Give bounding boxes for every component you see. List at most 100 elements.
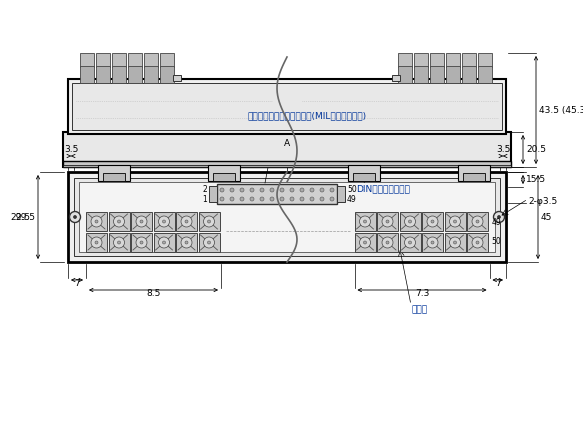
Bar (79, 182, 495, 252)
Circle shape (290, 197, 294, 201)
Circle shape (270, 188, 274, 192)
Bar (108, 233, 129, 252)
Circle shape (208, 241, 210, 244)
Text: 20.5: 20.5 (526, 145, 546, 154)
Bar (153, 233, 174, 252)
Bar (444, 233, 465, 252)
Circle shape (280, 188, 284, 192)
Circle shape (260, 197, 264, 201)
Circle shape (230, 197, 234, 201)
Bar (414, 66, 428, 83)
Circle shape (427, 237, 438, 248)
Bar (176, 212, 197, 231)
Bar (72, 83, 502, 130)
Circle shape (320, 188, 324, 192)
Circle shape (300, 197, 304, 201)
Bar (478, 53, 492, 66)
Circle shape (409, 220, 412, 223)
Text: 49: 49 (347, 195, 357, 205)
Bar (209, 186, 217, 202)
Bar (399, 212, 420, 231)
Bar (462, 53, 476, 66)
Bar (213, 173, 235, 181)
Circle shape (240, 188, 244, 192)
Text: 49: 49 (491, 218, 501, 227)
Bar (337, 186, 345, 202)
Circle shape (185, 220, 188, 223)
Text: 7: 7 (495, 279, 501, 288)
Text: 7.3: 7.3 (415, 289, 429, 298)
Circle shape (330, 197, 334, 201)
Bar (98, 165, 130, 181)
Circle shape (91, 216, 102, 227)
Circle shape (260, 188, 264, 192)
Bar (160, 53, 174, 66)
Circle shape (449, 237, 461, 248)
Circle shape (159, 216, 170, 227)
Circle shape (95, 220, 98, 223)
Circle shape (91, 237, 102, 248)
Bar (144, 66, 158, 83)
Bar (112, 66, 126, 83)
Circle shape (163, 220, 166, 223)
Bar (128, 53, 142, 66)
Bar (467, 233, 488, 252)
Text: 2-φ3.5: 2-φ3.5 (528, 198, 557, 207)
Circle shape (454, 241, 456, 244)
Circle shape (405, 216, 416, 227)
Circle shape (73, 215, 76, 218)
Circle shape (118, 241, 121, 244)
Bar (80, 66, 94, 83)
Bar (86, 233, 107, 252)
Circle shape (409, 241, 412, 244)
Circle shape (240, 197, 244, 201)
Circle shape (360, 237, 371, 248)
Bar (103, 173, 125, 181)
Text: 50: 50 (491, 237, 501, 246)
Text: フラットケーブルコネクタ(MILタイププラグ): フラットケーブルコネクタ(MILタイププラグ) (247, 111, 367, 120)
Bar (354, 233, 375, 252)
Bar (176, 233, 197, 252)
Text: 2: 2 (202, 184, 207, 194)
Circle shape (431, 220, 434, 223)
Bar (63, 165, 511, 167)
Circle shape (405, 237, 416, 248)
Bar (131, 233, 152, 252)
Circle shape (493, 212, 504, 222)
Circle shape (203, 237, 215, 248)
Bar (153, 212, 174, 231)
Bar (96, 66, 110, 83)
Bar (467, 212, 488, 231)
Bar (144, 53, 158, 66)
Circle shape (220, 188, 224, 192)
Bar (377, 212, 398, 231)
Circle shape (290, 188, 294, 192)
Bar (354, 212, 375, 231)
Bar (430, 53, 444, 66)
Circle shape (320, 197, 324, 201)
Circle shape (360, 216, 371, 227)
Circle shape (382, 216, 393, 227)
Bar (463, 173, 485, 181)
Bar (348, 165, 380, 181)
Circle shape (136, 216, 147, 227)
Circle shape (136, 237, 147, 248)
Bar (353, 173, 375, 181)
Circle shape (363, 241, 367, 244)
Circle shape (476, 241, 479, 244)
Circle shape (330, 188, 334, 192)
Bar (160, 66, 174, 83)
Circle shape (163, 241, 166, 244)
Bar (198, 212, 220, 231)
Bar (80, 53, 94, 66)
Bar (131, 212, 152, 231)
Circle shape (386, 241, 389, 244)
Circle shape (185, 241, 188, 244)
Bar (173, 75, 181, 81)
Circle shape (310, 197, 314, 201)
Circle shape (300, 188, 304, 192)
Circle shape (203, 216, 215, 227)
Circle shape (427, 216, 438, 227)
Text: 3.5: 3.5 (496, 145, 510, 154)
Circle shape (449, 216, 461, 227)
